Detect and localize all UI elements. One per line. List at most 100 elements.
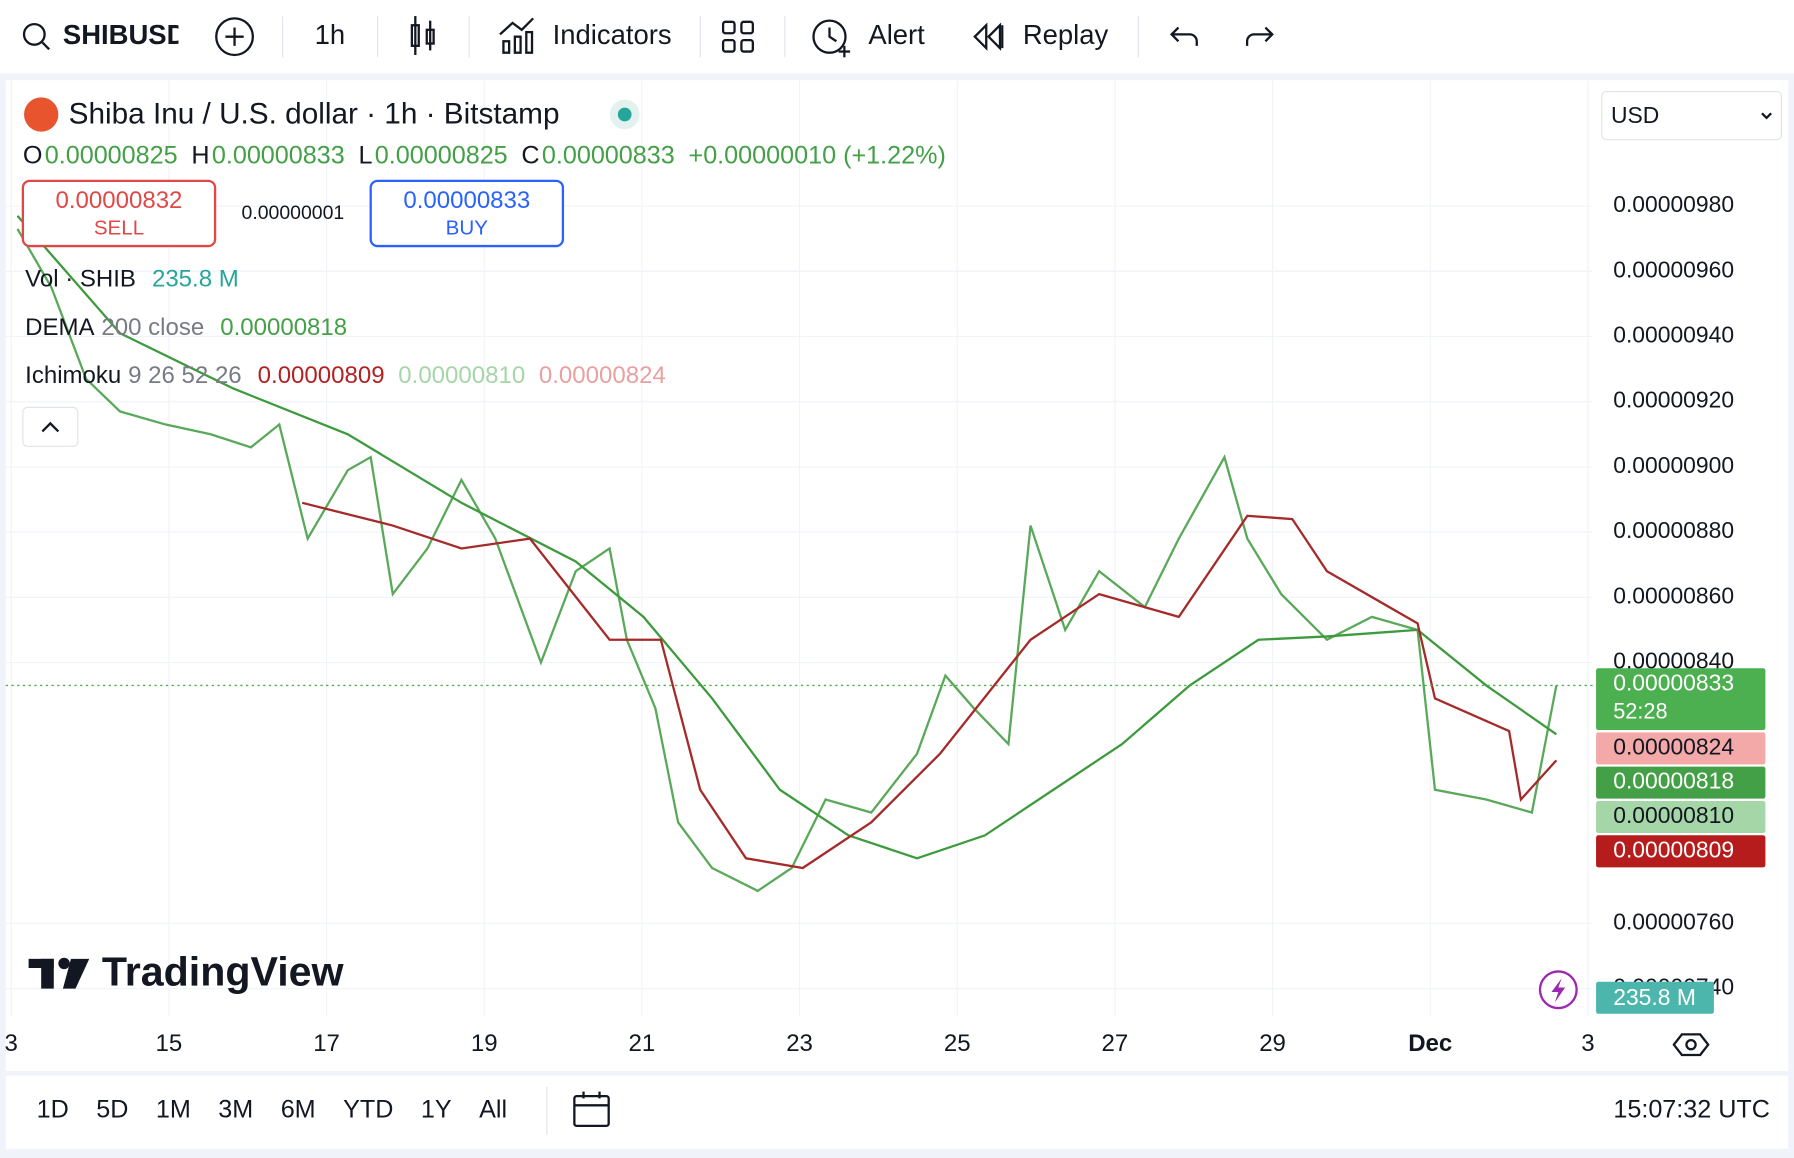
price-label: 0.00000809 bbox=[1613, 836, 1734, 862]
date-range-button[interactable] bbox=[573, 1091, 610, 1128]
ohlc-label: O bbox=[23, 141, 43, 169]
clock: 15:07:32 UTC bbox=[1613, 1096, 1770, 1124]
y-tick-label: 0.00000920 bbox=[1613, 387, 1734, 413]
buy-button[interactable]: 0.00000833 BUY bbox=[369, 179, 565, 248]
price-line bbox=[16, 228, 1558, 893]
volume-label-box bbox=[1596, 981, 1714, 1014]
price-label: 0.00000818 bbox=[1613, 768, 1734, 794]
search-button[interactable]: SHIBUSD bbox=[22, 19, 186, 51]
y-tick-label: 0.00000760 bbox=[1613, 908, 1734, 934]
range-button[interactable]: 3M bbox=[218, 1096, 253, 1124]
ohlc-value: 0.00000833 bbox=[542, 141, 675, 169]
legend: Shiba Inu / U.S. dollar · 1h · Bitstamp … bbox=[21, 97, 946, 447]
x-tick-label: 19 bbox=[471, 1030, 498, 1057]
range-button[interactable]: YTD bbox=[343, 1096, 393, 1124]
price-label-box bbox=[1596, 835, 1766, 868]
range-button[interactable]: 5D bbox=[96, 1096, 128, 1124]
buy-label[interactable]: BUY bbox=[446, 216, 489, 239]
ohlc-label: H bbox=[191, 141, 209, 169]
indicator-value: 0.00000818 bbox=[220, 314, 347, 341]
collapse-legend-button[interactable] bbox=[22, 406, 79, 447]
sell-label[interactable]: SELL bbox=[94, 216, 144, 239]
replay-button[interactable]: Replay bbox=[973, 19, 1109, 51]
range-button[interactable]: 6M bbox=[281, 1096, 316, 1124]
volume-label: 235.8 M bbox=[1613, 984, 1696, 1010]
x-tick-label: 17 bbox=[313, 1030, 340, 1057]
layout-button[interactable] bbox=[721, 20, 754, 53]
x-tick-label: 3 bbox=[1581, 1030, 1594, 1057]
sell-price[interactable]: 0.00000832 bbox=[56, 187, 183, 214]
plot-area: 31517192123252729Dec30.000007400.0000076… bbox=[5, 80, 1766, 1057]
chart-type-button[interactable] bbox=[410, 16, 435, 55]
ohlc-label: C bbox=[521, 141, 539, 169]
market-status-dot bbox=[617, 107, 632, 122]
indicator-name: Ichimoku bbox=[25, 362, 121, 389]
buy-price[interactable]: 0.00000833 bbox=[403, 187, 530, 214]
ohlc-value: 0.00000825 bbox=[375, 141, 508, 169]
footer bbox=[5, 1075, 1789, 1149]
y-tick-label: 0.00000900 bbox=[1613, 452, 1734, 478]
ohlc-value: 0.00000833 bbox=[212, 141, 345, 169]
range-button[interactable]: 1D bbox=[37, 1096, 69, 1124]
y-tick-label: 0.00000860 bbox=[1613, 582, 1734, 608]
indicator-name: DEMA bbox=[25, 314, 94, 341]
undo-button[interactable] bbox=[1169, 26, 1198, 46]
indicators-label[interactable]: Indicators bbox=[553, 19, 672, 50]
y-tick-label: 0.00000940 bbox=[1613, 322, 1734, 348]
watermark-logo bbox=[28, 957, 90, 989]
spread: 0.00000001 bbox=[242, 202, 345, 224]
watermark: TradingView bbox=[102, 949, 345, 995]
legend-title: Shiba Inu / U.S. dollar · 1h · Bitstamp bbox=[69, 97, 560, 130]
x-tick-label: Dec bbox=[1408, 1030, 1452, 1057]
indicator-value: 0.00000824 bbox=[539, 362, 666, 389]
price-label-box bbox=[1596, 668, 1766, 731]
x-tick-label: 27 bbox=[1102, 1030, 1129, 1057]
change: +0.00000010 (+1.22%) bbox=[689, 141, 946, 169]
alert-button[interactable]: Alert bbox=[812, 19, 925, 58]
currency[interactable]: USD bbox=[1611, 102, 1659, 128]
indicator-value: 0.00000810 bbox=[398, 362, 525, 389]
currency-select[interactable]: USD bbox=[1601, 91, 1782, 141]
indicator-name: Vol · SHIB bbox=[25, 266, 136, 293]
price-line bbox=[301, 501, 1558, 870]
range-button[interactable]: 1Y bbox=[421, 1096, 452, 1124]
interval-button[interactable]: 1h bbox=[315, 19, 346, 50]
range-button[interactable]: All bbox=[479, 1096, 507, 1124]
range-button[interactable]: 1M bbox=[156, 1096, 191, 1124]
countdown: 52:28 bbox=[1613, 699, 1667, 724]
lightning-button[interactable] bbox=[1538, 970, 1578, 1010]
symbol-logo bbox=[24, 97, 59, 132]
y-tick-label: 0.00000980 bbox=[1613, 191, 1734, 217]
alert-label[interactable]: Alert bbox=[868, 19, 925, 50]
symbol[interactable]: SHIBUSD bbox=[63, 19, 186, 50]
indicator-value: 0.00000809 bbox=[258, 362, 385, 389]
ohlc-label: L bbox=[358, 141, 372, 169]
x-tick-label: 21 bbox=[629, 1030, 656, 1057]
indicator-params: 200 close bbox=[101, 314, 204, 341]
y-tick-label: 0.00000880 bbox=[1613, 517, 1734, 543]
price-label: 0.00000810 bbox=[1613, 802, 1734, 828]
sell-button[interactable]: 0.00000832 SELL bbox=[21, 179, 217, 248]
redo-button[interactable] bbox=[1245, 26, 1274, 46]
price-label-box bbox=[1596, 732, 1766, 765]
x-tick-label: 29 bbox=[1259, 1030, 1286, 1057]
x-tick-label: 15 bbox=[156, 1030, 183, 1057]
compare-button[interactable] bbox=[215, 17, 254, 57]
indicator-value: 235.8 M bbox=[152, 266, 239, 293]
price-label: 0.00000833 bbox=[1613, 669, 1734, 695]
y-tick-label: 0.00000960 bbox=[1613, 256, 1734, 282]
settings-button[interactable] bbox=[1672, 1033, 1710, 1057]
x-tick-label: 25 bbox=[944, 1030, 971, 1057]
price-label-box bbox=[1596, 766, 1766, 799]
ohlc-value: 0.00000825 bbox=[45, 141, 178, 169]
price-label: 0.00000824 bbox=[1613, 733, 1734, 759]
replay-label[interactable]: Replay bbox=[1023, 19, 1109, 50]
indicator-params: 9 26 52 26 bbox=[128, 362, 242, 389]
x-tick-label: 23 bbox=[786, 1030, 813, 1057]
toolbar bbox=[0, 0, 1794, 74]
price-label-box bbox=[1596, 800, 1766, 833]
price-line bbox=[16, 215, 1558, 860]
indicators-button[interactable]: Indicators bbox=[499, 17, 672, 54]
